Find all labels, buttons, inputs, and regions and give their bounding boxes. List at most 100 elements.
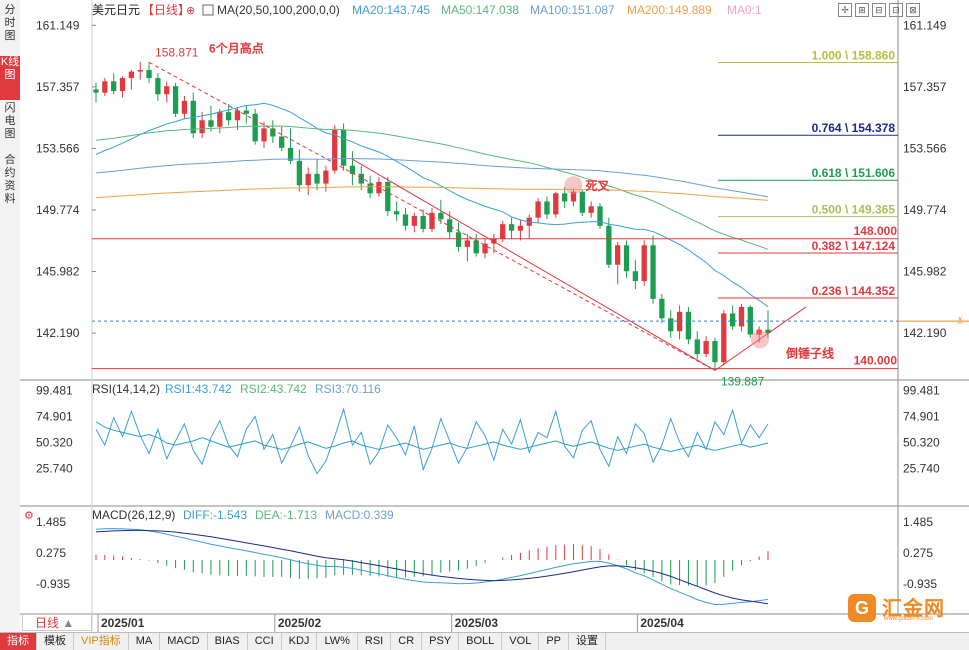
ma0-value: MA0:1 [727,3,762,17]
tab-0[interactable]: 指标 [0,633,37,650]
price-tick-left-2: 153.566 [36,141,80,155]
candle-body-11 [190,100,196,134]
tab-9[interactable]: RSI [358,633,392,650]
macd-tick-left-1: 0.275 [36,546,66,560]
macd-tick-left-0: 1.485 [36,515,66,529]
tab-14[interactable]: PP [539,633,569,650]
ma50-line [95,125,769,250]
tab-8[interactable]: LW% [317,633,358,650]
rsi-title: RSI(14,14,2) [92,382,160,396]
candle-body-6 [146,69,152,79]
close-icon[interactable]: ⊠ [906,3,920,17]
logo-url: www.gold678.com [884,616,933,622]
tab-1[interactable]: 模板 [37,633,74,650]
tab-12[interactable]: BOLL [459,633,503,650]
period-selector[interactable]: 日线 ▲ [22,614,92,631]
fib-label-4: 0.382 \ 147.124 [812,239,896,253]
hammer-marker [751,330,769,349]
chart-header: 美元日元 【日线】 ⊕ MA(20,50,100,200,0,0) MA20:1… [92,3,762,17]
tab-11[interactable]: PSY [422,633,460,650]
chart-background [20,0,969,632]
tab-contract-info[interactable]: 合约资料 [4,154,16,205]
current-price-marker: ≚ [956,316,964,328]
death-cross-marker [564,176,583,195]
rsi-tick-right-0: 99.481 [903,384,940,398]
candle-body-67 [685,311,692,340]
tab-13[interactable]: VOL [502,633,540,650]
candle-body-24 [305,173,311,186]
moving-averages [95,102,769,308]
rsi-tick-right-2: 50.320 [903,436,940,450]
rsi3-value: RSI3:70.116 [315,382,381,396]
ma20-value: MA20:143.745 [352,3,430,17]
candle-body-72 [729,313,736,327]
macd-hist-value: MACD:0.339 [325,508,394,522]
candle-body-36 [411,216,417,226]
ma200-value: MA200:149.889 [627,3,712,17]
tab-kline[interactable]: K线图 [0,56,20,100]
candle-body-55 [579,191,585,213]
trend-dashed-line [148,61,716,371]
price-tick-right-4: 145.982 [903,265,947,279]
candle-body-65 [668,318,674,332]
chart-canvas: 美元日元 【日线】 ⊕ MA(20,50,100,200,0,0) MA20:1… [20,0,969,632]
candle-body-51 [544,201,550,215]
price-axis: 161.149 161.149 157.357 157.357 153.566 153.5… [36,18,947,340]
fullscreen-icon[interactable]: ⊡ [889,3,903,17]
candle-body-0 [93,89,99,93]
price-tick-left-1: 157.357 [36,80,80,94]
expand-icon[interactable]: ✢ [838,3,852,17]
tab-10[interactable]: CR [391,633,423,650]
tab-timeshare[interactable]: 分时图 [4,4,16,42]
candle-body-19 [261,128,267,142]
settings-icon[interactable]: ⊕ [186,5,195,17]
hammer-label: 倒锤子线 [785,345,834,360]
ma20-line [95,102,769,308]
toggle-checkbox-icon[interactable] [202,4,214,16]
candle-body-71 [721,313,727,363]
candle-body-66 [676,311,683,332]
candle-body-37 [420,216,426,230]
tab-4[interactable]: MACD [160,633,208,650]
tab-3[interactable]: MA [129,633,161,650]
candle-body-50 [535,201,541,218]
candle-body-47 [508,224,515,231]
tab-2[interactable]: VIP指标 [74,633,129,650]
candle-body-59 [615,245,621,265]
level-140-label: 140.000 [854,354,898,368]
diff-line [95,528,769,606]
level-148-label: 148.000 [854,224,898,238]
candle-body-22 [287,147,294,161]
candle-body-18 [252,113,258,142]
zoom-in-icon[interactable]: ⊞ [855,3,869,17]
ma100-value: MA100:151.087 [530,3,615,17]
rsi-tick-right-3: 25.740 [903,462,940,476]
tab-15[interactable]: 设置 [569,633,606,650]
zoom-out-icon[interactable]: ⊟ [872,3,886,17]
fib-label-1: 0.764 \ 154.378 [812,121,896,135]
tab-6[interactable]: CCI [248,633,282,650]
tab-5[interactable]: BIAS [208,633,248,650]
rsi3-line [95,421,769,453]
macd-tick-right-0: 1.485 [903,515,933,529]
candle-body-12 [199,120,205,134]
macd-panel: ⚙ MACD(26,12,9) DIFF:-1.543 DEA:-1.713 MACD:… [24,508,937,606]
candle-body-25 [314,173,320,184]
candle-body-1 [102,81,108,93]
candle-body-15 [225,112,232,121]
price-tick-left-3: 149.774 [36,203,80,217]
xaxis-label-0: 2025/01 [101,616,145,630]
indicator-tab-bar: 指标 模板 VIP指标 MA MACD BIAS CCI KDJ LW% RSI CR PSY BOLL… [0,632,969,650]
time-axis: 2025/01 2025/02 2025/03 2025/04 [97,614,684,632]
tab-7[interactable]: KDJ [282,633,318,650]
macd-tick-left-2: -0.935 [36,577,70,591]
candle-body-30 [358,173,364,184]
rsi-tick-right-1: 74.901 [903,410,940,424]
window-controls: ✢ ⊞ ⊟ ⊡ ⊠ [838,3,920,17]
high-value-label: 158.871 [155,45,199,59]
rsi-tick-left-0: 99.481 [36,384,73,398]
fib-label-5: 0.236 \ 144.352 [812,284,896,298]
tab-lightning[interactable]: 闪电图 [4,102,16,140]
chevron-up-icon: ▲ [62,616,75,630]
ma-params-label: MA(20,50,100,200,0,0) [217,3,340,17]
